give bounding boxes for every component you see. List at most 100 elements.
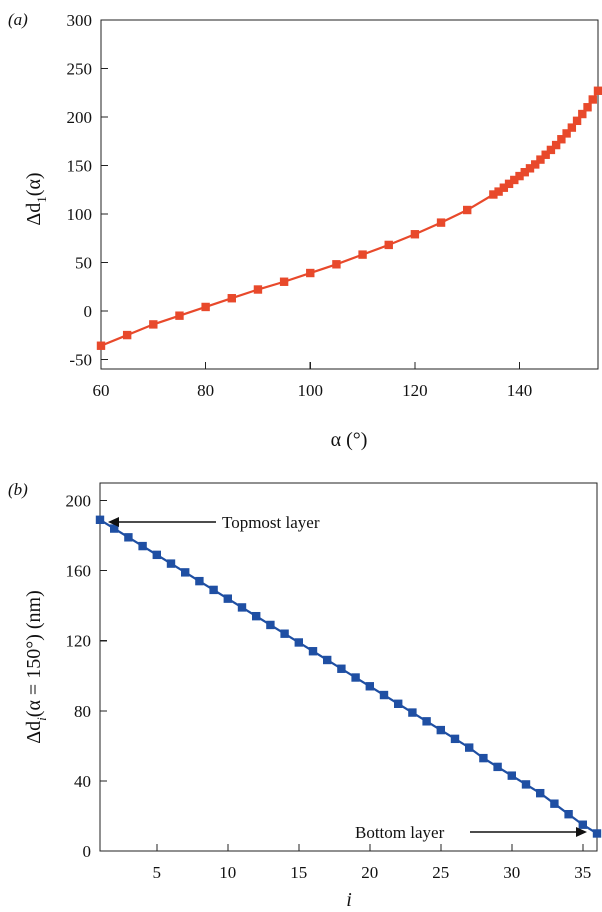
chart-b-point-2 (124, 533, 133, 542)
chart-a-point-29 (562, 129, 571, 138)
axis-ticks-a: 60 80 100 120 140 -50 0 50 100 150 200 250 300 (67, 11, 533, 400)
chart-a-point-23 (531, 160, 540, 169)
chart-a-point-26 (546, 145, 556, 155)
chart-panel-a: (a) Δd1(α) α (°) 60 80 100 120 140 -50 0 50 100 1… (8, 10, 602, 451)
chart-b-point-22 (408, 708, 417, 717)
x-axis-label-b: i (346, 889, 352, 911)
chart-a-point-17 (499, 183, 509, 192)
chart-b-point-13 (280, 629, 289, 638)
chart-b-point-11 (252, 611, 261, 621)
chart-a-y-tick-label-1: 0 (84, 302, 93, 321)
plot-frame-b (99, 482, 598, 852)
y-axis-label-b-main: Δd (23, 721, 45, 744)
y-axis-label-a-sub: 1 (34, 196, 49, 203)
chart-b-y-tick-label-5: 200 (66, 492, 92, 511)
chart-a-point-8 (306, 268, 315, 278)
chart-b-point-1 (110, 524, 119, 533)
plot-frame-a (100, 19, 599, 370)
chart-b-point-6 (181, 568, 190, 577)
chart-a-x-tick-label-1: 80 (197, 381, 214, 400)
chart-b-point-34 (578, 820, 587, 829)
chart-a-y-tick-label-5: 200 (67, 108, 93, 127)
chart-b-y-tick-label-1: 40 (74, 772, 91, 791)
chart-b-point-15 (308, 647, 318, 656)
chart-a-point-21 (520, 168, 529, 177)
chart-a-point-31 (572, 116, 582, 126)
chart-b-point-25 (450, 734, 460, 744)
chart-a-series-line (100, 90, 599, 347)
chart-b-point-31 (536, 788, 545, 798)
chart-a-x-tick-label-4: 140 (507, 381, 533, 400)
chart-a-point-15 (489, 190, 498, 199)
bottom-layer-arrowhead (576, 827, 587, 837)
chart-a-point-27 (551, 140, 561, 150)
y-axis-label-a-main: Δd (23, 203, 45, 226)
chart-b-point-26 (465, 743, 474, 752)
chart-b-point-28 (493, 762, 502, 772)
chart-a-point-5 (227, 294, 236, 303)
chart-b-y-tick-label-0: 0 (83, 842, 92, 861)
chart-b-point-4 (152, 550, 161, 560)
chart-a-point-16 (494, 187, 503, 196)
chart-b-point-12 (266, 620, 275, 630)
chart-b-point-19 (365, 682, 374, 691)
chart-a-point-35 (593, 86, 602, 95)
y-axis-label-b: Δdi(α = 150°) (nm) (23, 590, 49, 743)
chart-b-point-24 (436, 725, 445, 735)
y-axis-label-b-sub: i (34, 717, 49, 721)
topmost-layer-arrowhead (108, 517, 119, 527)
chart-a-point-10 (358, 250, 367, 259)
chart-a-point-3 (175, 311, 184, 320)
chart-b-point-7 (195, 576, 204, 586)
chart-a-point-22 (525, 164, 535, 173)
chart-panel-b: (b) Δdi(α = 150°) (nm) i 5 10 15 20 25 30 3504… (8, 480, 602, 911)
chart-b-point-20 (379, 690, 389, 700)
chart-a-point-2 (149, 320, 158, 329)
chart-a-point-30 (567, 123, 577, 132)
annotations-b: Topmost layer Bottom layer (108, 513, 587, 842)
chart-b-y-tick-label-3: 120 (66, 632, 92, 651)
chart-b-point-9 (223, 594, 232, 603)
chart-b-x-tick-label-3: 20 (361, 863, 378, 882)
chart-a-point-7 (279, 277, 289, 286)
chart-b-x-tick-label-4: 25 (432, 863, 449, 882)
chart-b-point-23 (422, 717, 431, 726)
chart-b-point-32 (550, 799, 559, 808)
chart-a-point-0 (96, 341, 106, 350)
chart-b-x-tick-label-1: 10 (219, 863, 236, 882)
chart-a-point-19 (510, 175, 519, 185)
chart-b-point-16 (323, 655, 332, 665)
chart-a-y-tick-label-6: 250 (67, 59, 93, 78)
chart-b-x-tick-label-2: 15 (290, 863, 307, 882)
chart-b-y-tick-label-4: 160 (66, 562, 92, 581)
chart-a-point-25 (541, 150, 550, 159)
series-b (95, 515, 602, 838)
chart-b-point-0 (95, 515, 105, 524)
chart-a-point-13 (436, 218, 446, 227)
chart-a-y-tick-label-2: 50 (75, 253, 92, 272)
chart-a-point-11 (384, 240, 393, 250)
chart-b-point-17 (337, 664, 346, 673)
chart-a-y-tick-label-0: -50 (69, 350, 92, 369)
chart-b-x-tick-label-0: 5 (153, 863, 162, 882)
topmost-layer-annotation: Topmost layer (222, 513, 320, 532)
bottom-layer-annotation: Bottom layer (355, 823, 445, 842)
axis-ticks-b: 5 10 15 20 25 30 35 0 40 80 120 160 200 (66, 492, 592, 882)
chart-a-point-6 (253, 285, 263, 294)
chart-a-y-tick-label-3: 100 (67, 205, 93, 224)
chart-b-x-tick-label-6: 35 (574, 863, 591, 882)
chart-a-point-20 (515, 171, 524, 181)
chart-a-point-33 (583, 103, 592, 112)
chart-a-x-tick-label-0: 60 (93, 381, 110, 400)
x-axis-label-a: α (°) (331, 429, 368, 451)
chart-a-point-14 (463, 205, 472, 215)
chart-b-point-33 (564, 810, 573, 819)
chart-b-point-3 (138, 541, 147, 551)
chart-a-point-24 (536, 155, 545, 164)
chart-b-point-21 (394, 699, 403, 708)
chart-b-point-29 (507, 771, 516, 780)
panel-label-a: (a) (8, 10, 28, 29)
chart-b-y-tick-label-2: 80 (74, 702, 91, 721)
chart-a-point-12 (410, 230, 420, 239)
chart-b-point-8 (209, 585, 218, 595)
